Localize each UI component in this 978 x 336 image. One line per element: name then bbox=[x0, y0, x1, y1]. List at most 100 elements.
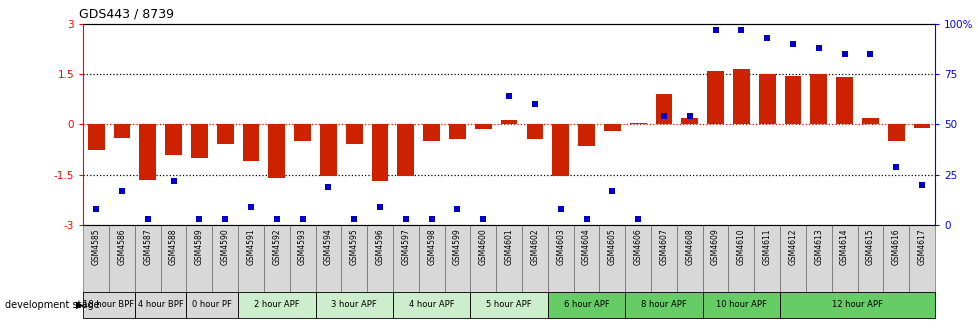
Text: GSM4590: GSM4590 bbox=[220, 228, 230, 265]
Point bbox=[682, 114, 697, 119]
Text: GSM4611: GSM4611 bbox=[762, 228, 771, 265]
Bar bbox=[882, 225, 909, 292]
Point bbox=[449, 206, 465, 212]
Bar bbox=[83, 292, 135, 318]
Text: ▶: ▶ bbox=[76, 300, 84, 310]
Bar bbox=[912, 124, 929, 128]
Point bbox=[423, 216, 439, 222]
Text: 18 hour BPF: 18 hour BPF bbox=[83, 300, 134, 309]
Point bbox=[192, 216, 207, 222]
Text: GSM4586: GSM4586 bbox=[117, 228, 126, 265]
Bar bbox=[702, 292, 779, 318]
Bar bbox=[444, 225, 469, 292]
Point bbox=[217, 216, 233, 222]
Bar bbox=[165, 124, 182, 155]
Point bbox=[114, 188, 130, 194]
Text: GSM4602: GSM4602 bbox=[530, 228, 539, 265]
Point bbox=[269, 216, 285, 222]
Text: GSM4598: GSM4598 bbox=[426, 228, 436, 265]
Bar bbox=[135, 225, 160, 292]
Bar bbox=[909, 225, 934, 292]
Bar bbox=[573, 225, 599, 292]
Text: GSM4597: GSM4597 bbox=[401, 228, 410, 265]
Text: GSM4604: GSM4604 bbox=[581, 228, 591, 265]
Bar bbox=[160, 225, 186, 292]
Text: GSM4595: GSM4595 bbox=[349, 228, 358, 265]
Bar bbox=[135, 292, 186, 318]
Text: 5 hour APF: 5 hour APF bbox=[486, 300, 531, 309]
Text: development stage: development stage bbox=[5, 300, 100, 310]
Bar bbox=[139, 124, 156, 180]
Point bbox=[707, 27, 723, 32]
Bar bbox=[264, 225, 289, 292]
Bar bbox=[578, 124, 595, 146]
Bar bbox=[496, 225, 521, 292]
Bar bbox=[810, 74, 826, 124]
Text: GSM4593: GSM4593 bbox=[297, 228, 307, 265]
Bar bbox=[320, 124, 336, 176]
Point bbox=[294, 216, 310, 222]
Text: 4 hour APF: 4 hour APF bbox=[409, 300, 454, 309]
Text: GSM4601: GSM4601 bbox=[504, 228, 513, 265]
Bar bbox=[289, 225, 315, 292]
Bar bbox=[474, 124, 491, 129]
Text: GSM4603: GSM4603 bbox=[556, 228, 564, 265]
Bar bbox=[88, 124, 105, 150]
Bar bbox=[728, 225, 753, 292]
Bar bbox=[345, 124, 362, 144]
Bar bbox=[835, 77, 852, 124]
Bar bbox=[548, 225, 573, 292]
Bar bbox=[469, 292, 548, 318]
Text: 2 hour APF: 2 hour APF bbox=[253, 300, 299, 309]
Point bbox=[553, 206, 568, 212]
Bar bbox=[521, 225, 548, 292]
Bar bbox=[449, 124, 466, 139]
Bar bbox=[887, 124, 904, 141]
Bar bbox=[706, 71, 723, 124]
Text: 10 hour APF: 10 hour APF bbox=[715, 300, 766, 309]
Text: GSM4587: GSM4587 bbox=[143, 228, 153, 265]
Text: GSM4594: GSM4594 bbox=[324, 228, 333, 265]
Text: GSM4610: GSM4610 bbox=[736, 228, 745, 265]
Text: GSM4609: GSM4609 bbox=[710, 228, 720, 265]
Point bbox=[372, 204, 387, 210]
Text: 12 hour APF: 12 hour APF bbox=[831, 300, 882, 309]
Point bbox=[526, 101, 542, 107]
Bar bbox=[109, 225, 135, 292]
Bar bbox=[243, 124, 259, 161]
Text: 8 hour APF: 8 hour APF bbox=[641, 300, 687, 309]
Bar bbox=[315, 292, 392, 318]
Text: GSM4608: GSM4608 bbox=[685, 228, 693, 265]
Bar bbox=[779, 225, 805, 292]
Point bbox=[501, 93, 516, 99]
Bar bbox=[753, 225, 779, 292]
Bar bbox=[294, 124, 311, 141]
Point bbox=[887, 164, 903, 169]
Text: GSM4596: GSM4596 bbox=[376, 228, 384, 265]
Text: GSM4616: GSM4616 bbox=[891, 228, 900, 265]
Text: GSM4585: GSM4585 bbox=[92, 228, 101, 265]
Bar bbox=[315, 225, 341, 292]
Point bbox=[733, 27, 748, 32]
Text: GSM4589: GSM4589 bbox=[195, 228, 203, 265]
Text: GSM4600: GSM4600 bbox=[478, 228, 487, 265]
Point bbox=[810, 45, 825, 50]
Text: GSM4612: GSM4612 bbox=[787, 228, 797, 265]
Point bbox=[603, 188, 619, 194]
Point bbox=[320, 184, 335, 190]
Bar bbox=[238, 292, 315, 318]
Bar bbox=[625, 292, 702, 318]
Point bbox=[784, 41, 800, 46]
Bar bbox=[113, 124, 130, 138]
Text: GDS443 / 8739: GDS443 / 8739 bbox=[79, 8, 174, 21]
Bar bbox=[341, 225, 367, 292]
Bar bbox=[779, 292, 934, 318]
Bar bbox=[681, 118, 697, 124]
Bar bbox=[268, 124, 285, 178]
Text: GSM4614: GSM4614 bbox=[839, 228, 848, 265]
Text: 3 hour APF: 3 hour APF bbox=[331, 300, 377, 309]
Bar bbox=[372, 124, 388, 181]
Point bbox=[862, 51, 877, 56]
Text: GSM4617: GSM4617 bbox=[916, 228, 925, 265]
Bar bbox=[862, 118, 878, 124]
